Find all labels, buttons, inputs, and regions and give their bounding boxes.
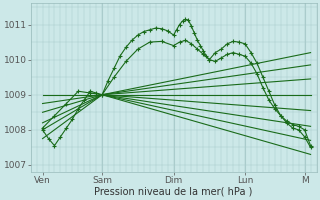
X-axis label: Pression niveau de la mer( hPa ): Pression niveau de la mer( hPa ) [94, 187, 253, 197]
